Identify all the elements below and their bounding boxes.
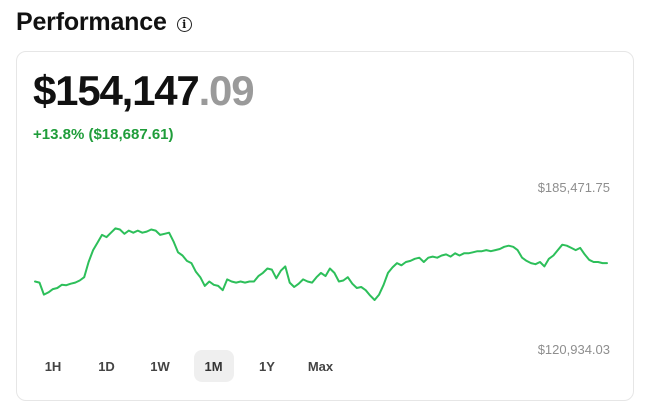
time-range-selector: 1H 1D 1W 1M 1Y Max	[33, 350, 354, 382]
page-title: Performance	[16, 8, 167, 36]
performance-chart[interactable]	[17, 52, 635, 352]
chart-min-label: $120,934.03	[537, 342, 610, 357]
range-button-1w[interactable]: 1W	[150, 358, 170, 374]
portfolio-change: +13.8% ($18,687.61)	[33, 126, 174, 143]
range-button-1h[interactable]: 1H	[44, 358, 62, 374]
performance-header: Performance i	[16, 8, 192, 37]
portfolio-value-cents: .09	[198, 67, 255, 114]
range-button-1d[interactable]: 1D	[98, 358, 115, 374]
chart-max-label: $185,471.75	[537, 180, 610, 195]
range-button-1y[interactable]: 1Y	[259, 358, 275, 374]
portfolio-value: $154,147.09	[33, 67, 255, 114]
info-icon[interactable]: i	[176, 17, 192, 32]
range-button-max[interactable]: Max	[307, 358, 334, 374]
performance-card: $154,147.09 +13.8% ($18,687.61) $185,471…	[16, 51, 634, 401]
performance-series-line	[34, 227, 608, 301]
range-button-1m[interactable]: 1M	[193, 350, 234, 382]
portfolio-value-main: $154,147	[33, 67, 200, 114]
